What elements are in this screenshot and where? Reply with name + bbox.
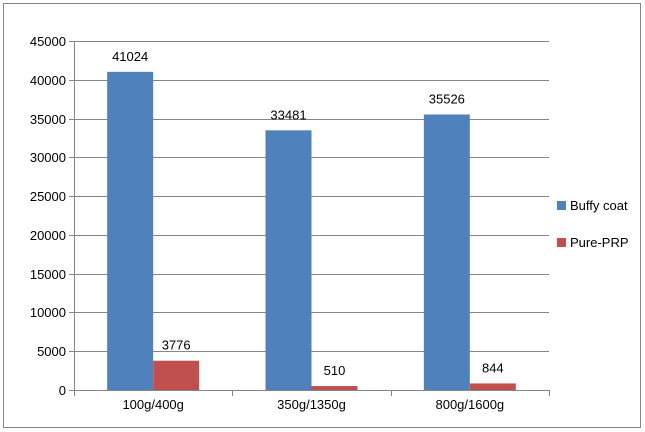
data-label: 41024: [112, 49, 148, 64]
y-tick-label: 10000: [30, 305, 66, 320]
legend-label: Pure-PRP: [570, 235, 629, 250]
bar-pure-prp: [469, 383, 516, 390]
legend-label: Buffy coat: [570, 198, 628, 213]
bar-pure-prp: [311, 386, 358, 390]
bar-buffy-coat: [265, 130, 312, 390]
data-label: 35526: [429, 91, 465, 106]
y-tick-label: 25000: [30, 189, 66, 204]
y-tick-label: 0: [59, 383, 66, 398]
y-tick-label: 30000: [30, 150, 66, 165]
y-tick-label: 5000: [37, 344, 66, 359]
y-tick-label: 45000: [30, 34, 66, 49]
data-label: 510: [324, 363, 346, 378]
x-tick-label: 350g/1350g: [277, 397, 346, 412]
bar-buffy-coat: [107, 71, 154, 390]
bar-buffy-coat: [423, 114, 470, 390]
y-tick-label: 35000: [30, 112, 66, 127]
legend-swatch: [557, 238, 566, 247]
legend-swatch: [557, 201, 566, 210]
data-label: 844: [482, 360, 504, 375]
y-tick-label: 40000: [30, 73, 66, 88]
x-tick-label: 100g/400g: [122, 397, 183, 412]
bar-pure-prp: [153, 360, 200, 390]
data-label: 33481: [270, 107, 306, 122]
x-tick-label: 800g/1600g: [435, 397, 504, 412]
y-tick-label: 15000: [30, 267, 66, 282]
data-label: 3776: [162, 338, 191, 353]
y-tick-label: 20000: [30, 228, 66, 243]
